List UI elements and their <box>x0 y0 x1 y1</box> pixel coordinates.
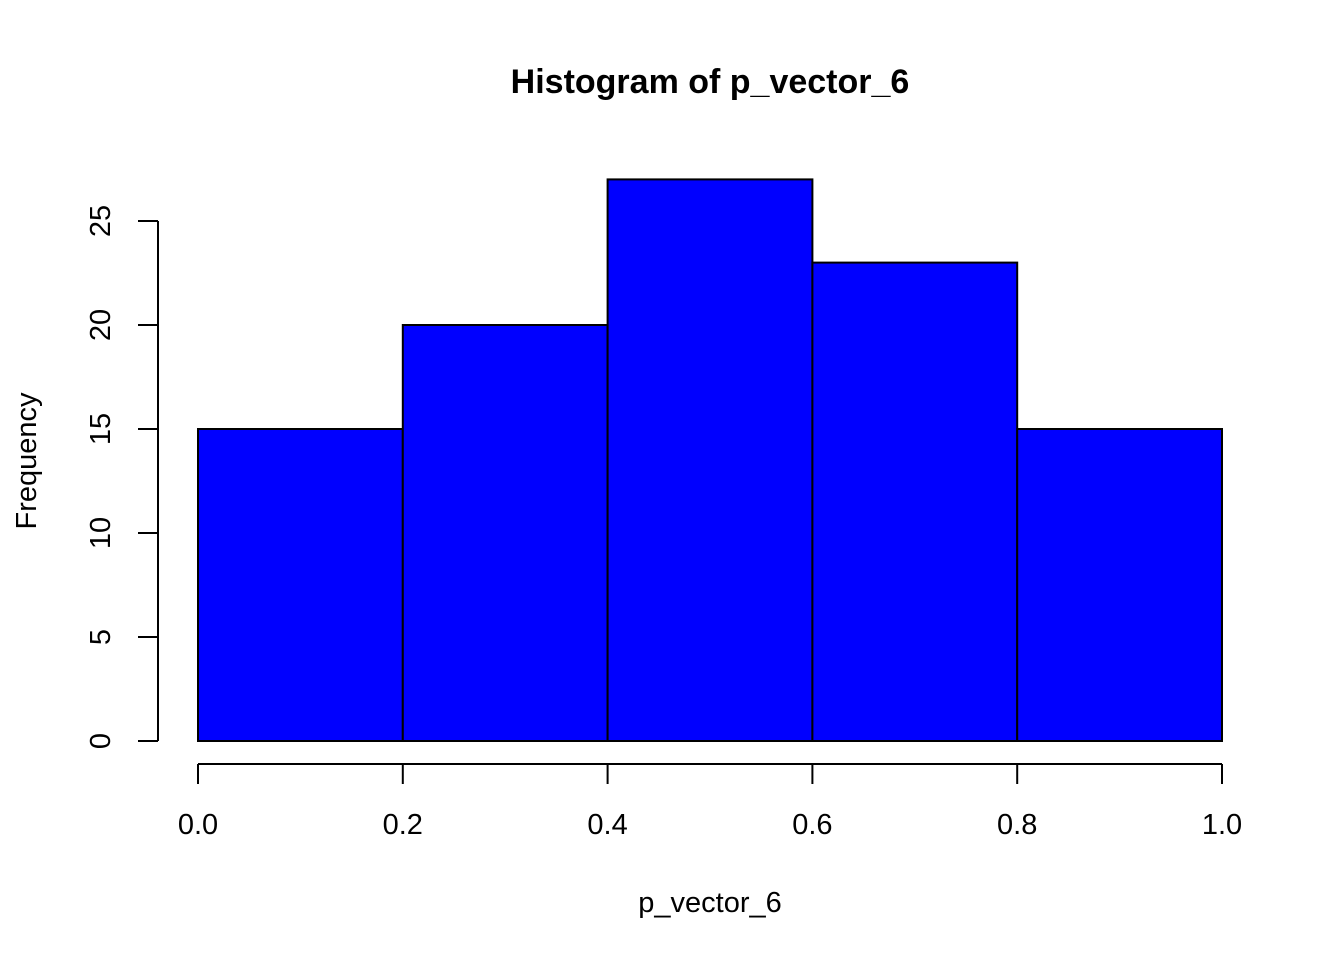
y-tick-label: 15 <box>85 413 117 445</box>
x-axis-label: p_vector_6 <box>638 887 782 919</box>
y-tick-label: 25 <box>85 205 117 237</box>
bars-layer <box>197 178 1224 742</box>
x-tick-label: 0.4 <box>587 809 627 841</box>
x-tick-label: 0.2 <box>383 809 423 841</box>
x-tick-label: 0.6 <box>792 809 832 841</box>
histogram-bar-4 <box>811 261 1019 742</box>
y-tick-label: 0 <box>85 733 117 749</box>
histogram-bar-1 <box>197 428 404 742</box>
chart-title: Histogram of p_vector_6 <box>511 63 910 101</box>
x-tick-label: 1.0 <box>1202 809 1242 841</box>
x-axis: 0.0 0.2 0.4 0.6 0.8 1.0 <box>178 763 1242 841</box>
y-tick-label: 10 <box>85 517 117 549</box>
y-axis-label: Frequency <box>11 392 43 530</box>
y-axis: 0 5 10 15 20 25 <box>85 205 159 749</box>
x-tick-label: 0.0 <box>178 809 218 841</box>
y-tick-label: 20 <box>85 309 117 341</box>
x-tick-label: 0.8 <box>997 809 1037 841</box>
histogram-bar-2 <box>401 324 609 742</box>
histogram-bar-5 <box>1016 428 1224 742</box>
histogram-bar-3 <box>606 178 814 742</box>
y-tick-label: 5 <box>85 629 117 645</box>
